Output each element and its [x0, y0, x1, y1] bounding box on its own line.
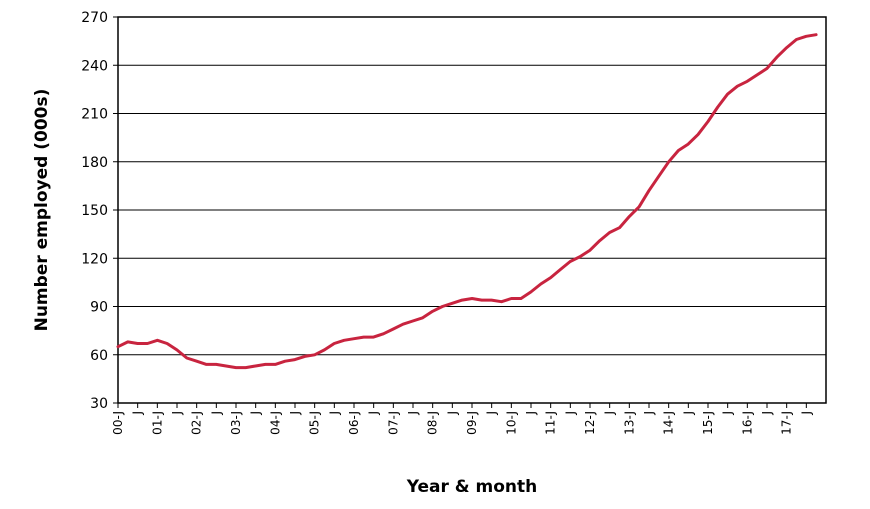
x-tick-label: 05-J [308, 411, 322, 435]
y-tick-label: 240 [81, 58, 108, 74]
x-tick-label: J [760, 411, 774, 416]
x-tick-label: 17-J [780, 411, 794, 435]
x-tick-label: 09-J [465, 411, 479, 435]
x-tick-label: 15-J [701, 411, 715, 435]
x-tick-label: J [445, 411, 459, 416]
gridlines [118, 64, 826, 356]
y-tick-label: 180 [81, 155, 108, 171]
y-tick-label: 150 [81, 203, 108, 219]
x-tick-label: 11-J [544, 411, 558, 435]
x-tick-label: 16-J [740, 411, 754, 435]
x-tick-label: 08-J [426, 411, 440, 435]
y-tick-label: 210 [81, 107, 108, 123]
y-tick-label: 30 [90, 396, 108, 412]
x-tick-label: J [327, 411, 341, 416]
x-tick-label: J [799, 411, 813, 416]
x-axis-title: Year & month [406, 477, 538, 497]
plot-area-frame [117, 16, 827, 404]
x-tick-label: 06-J [347, 411, 361, 435]
x-tick-label: 00-J [111, 411, 125, 435]
x-tick-label: 13-J [622, 411, 636, 435]
x-tick-label: J [367, 411, 381, 416]
x-tick-label: J [681, 411, 695, 416]
x-tick-label: J [642, 411, 656, 416]
y-axis-title: Number employed (000s) [32, 89, 52, 332]
x-tick-label: 10-J [504, 411, 518, 435]
x-tick-label: J [406, 411, 420, 416]
x-tick-label: 14-J [662, 411, 676, 435]
y-tick-label: 90 [90, 300, 108, 316]
x-tick-label: J [563, 411, 577, 416]
x-tick-label: J [170, 411, 184, 416]
series-line [116, 33, 818, 370]
x-tick-label: J [209, 411, 223, 416]
x-tick-label: J [603, 411, 617, 416]
x-tick-label: 04-J [268, 411, 282, 435]
y-axis-ticks: 30 60 90 120 150 180 210 240 270 [81, 10, 118, 412]
x-tick-label: 03-J [229, 411, 243, 435]
x-tick-label: J [721, 411, 735, 416]
x-tick-label: J [249, 411, 263, 416]
x-tick-label: 01-J [150, 411, 164, 435]
x-tick-label: 02-J [190, 411, 204, 435]
x-tick-label: 07-J [386, 411, 400, 435]
x-tick-label: J [131, 411, 145, 416]
y-tick-label: 120 [81, 251, 108, 267]
x-tick-label: J [524, 411, 538, 416]
y-tick-label: 60 [90, 348, 108, 364]
x-axis-ticks: 00-J J 01-J J 02-J J 03-J J 04-J J 05-J J 06-J J 07-J J… [111, 403, 813, 435]
x-tick-label: J [485, 411, 499, 416]
x-tick-label: J [288, 411, 302, 416]
y-tick-label: 270 [81, 10, 108, 26]
x-tick-label: 12-J [583, 411, 597, 435]
